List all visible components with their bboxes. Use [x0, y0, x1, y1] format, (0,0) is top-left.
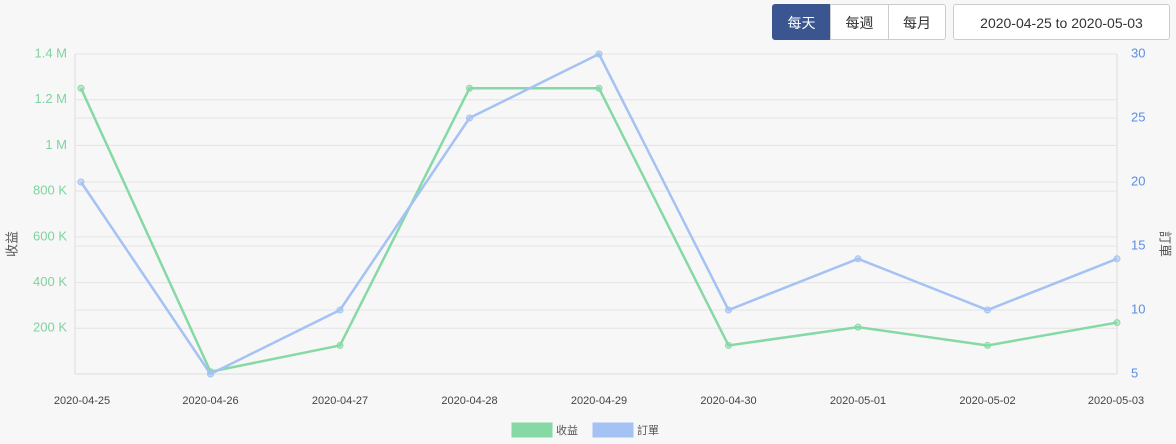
y-tick-label: 1 M: [45, 137, 67, 152]
data-point: [466, 114, 473, 122]
y2-tick-label: 20: [1131, 173, 1145, 188]
y-axis-title: 收益: [4, 231, 19, 257]
data-point: [595, 84, 603, 92]
series-line: [79, 87, 1118, 374]
legend-label: 訂單: [637, 423, 659, 437]
data-point: [1113, 319, 1121, 327]
data-point: [336, 306, 344, 314]
x-tick-label: 2020-04-29: [571, 395, 627, 407]
x-tick-label: 2020-04-25: [54, 395, 110, 407]
data-point: [854, 255, 862, 263]
series-line: [79, 52, 1118, 376]
y2-tick-label: 5: [1131, 365, 1138, 380]
data-point: [77, 178, 85, 186]
y2-tick-label: 30: [1131, 45, 1145, 60]
data-point: [595, 50, 603, 58]
y-tick-label: 400 K: [33, 274, 67, 289]
x-tick-label: 2020-04-30: [700, 395, 756, 407]
x-tick-label: 2020-05-02: [959, 395, 1015, 407]
y2-axis-title: 訂單: [1158, 231, 1173, 257]
button[interactable]: 每天: [772, 4, 831, 40]
button[interactable]: 每月: [888, 4, 946, 40]
data-point: [207, 370, 214, 378]
data-point: [725, 341, 732, 349]
y-tick-label: 1.2 M: [34, 91, 67, 106]
date-range[interactable]: 2020-04-25 to 2020-05-03: [953, 4, 1170, 40]
button[interactable]: 每週: [830, 4, 889, 40]
data-point: [336, 341, 344, 349]
legend-swatch: [511, 422, 553, 438]
x-tick-label: 2020-04-26: [182, 395, 238, 407]
y-tick-label: 800 K: [33, 183, 67, 198]
y2-tick-label: 25: [1131, 109, 1145, 124]
data-point: [725, 306, 732, 314]
data-point: [1113, 255, 1121, 263]
x-tick-label: 2020-05-03: [1088, 395, 1144, 407]
y2-tick-label: 15: [1131, 237, 1145, 252]
x-tick-label: 2020-04-28: [441, 395, 497, 407]
x-tick-label: 2020-04-27: [312, 395, 368, 407]
x-tick-label: 2020-05-01: [830, 395, 886, 407]
legend-swatch: [592, 422, 634, 438]
data-point: [984, 306, 991, 314]
y-tick-label: 1.4 M: [34, 45, 67, 60]
y-tick-label: 200 K: [33, 320, 67, 335]
y-tick-label: 600 K: [33, 228, 67, 243]
data-point: [466, 84, 473, 92]
y2-tick-label: 10: [1131, 301, 1145, 316]
data-point: [77, 84, 85, 92]
data-point: [984, 341, 991, 349]
data-point: [854, 323, 862, 331]
legend-label: 收益: [556, 423, 578, 437]
